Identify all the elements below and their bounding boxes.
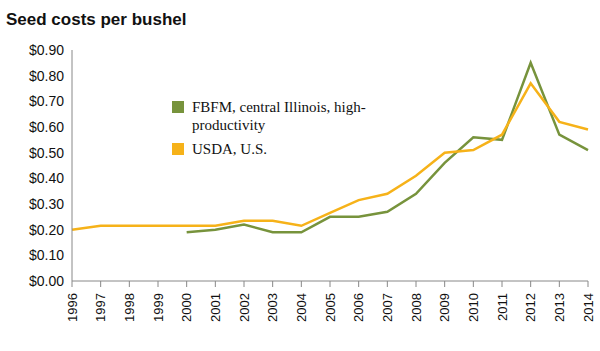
html-text:Seed costs per bushel: Seed costs per bushel (6, 10, 187, 29)
svg-text:$0.80: $0.80 (29, 68, 64, 84)
svg-text:2010: 2010 (466, 293, 481, 322)
svg-text:$0.90: $0.90 (29, 42, 64, 58)
svg-text:2003: 2003 (265, 293, 280, 322)
html-text:FBFM, central Illinois, high-p: FBFM, central Illinois, high-productivit… (192, 99, 366, 133)
svg-text:2013: 2013 (552, 293, 567, 322)
svg-text:1998: 1998 (122, 293, 137, 322)
svg-text:2014: 2014 (581, 293, 592, 322)
svg-text:$0.10: $0.10 (29, 247, 64, 263)
svg-text:2005: 2005 (323, 293, 338, 322)
svg-text:2011: 2011 (495, 293, 510, 321)
svg-text:1997: 1997 (93, 293, 108, 322)
svg-text:$0.40: $0.40 (29, 170, 64, 186)
svg-text:1999: 1999 (151, 293, 166, 322)
svg-text:2008: 2008 (409, 293, 424, 322)
svg-text:1996: 1996 (65, 293, 80, 322)
svg-text:2001: 2001 (208, 293, 223, 322)
html-text:USDA, U.S.: USDA, U.S. (192, 141, 267, 157)
svg-text:$0.50: $0.50 (29, 145, 64, 161)
svg-text:2002: 2002 (237, 293, 252, 322)
svg-text:$0.70: $0.70 (29, 93, 64, 109)
svg-text:2000: 2000 (179, 293, 194, 322)
svg-text:$0.60: $0.60 (29, 119, 64, 135)
svg-text:2004: 2004 (294, 293, 309, 322)
svg-text:2009: 2009 (437, 293, 452, 322)
svg-text:$0.20: $0.20 (29, 222, 64, 238)
svg-text:2012: 2012 (523, 293, 538, 322)
svg-text:$0.30: $0.30 (29, 196, 64, 212)
svg-text:2007: 2007 (380, 293, 395, 322)
svg-text:$0.00: $0.00 (29, 273, 64, 289)
svg-text:2006: 2006 (351, 293, 366, 322)
